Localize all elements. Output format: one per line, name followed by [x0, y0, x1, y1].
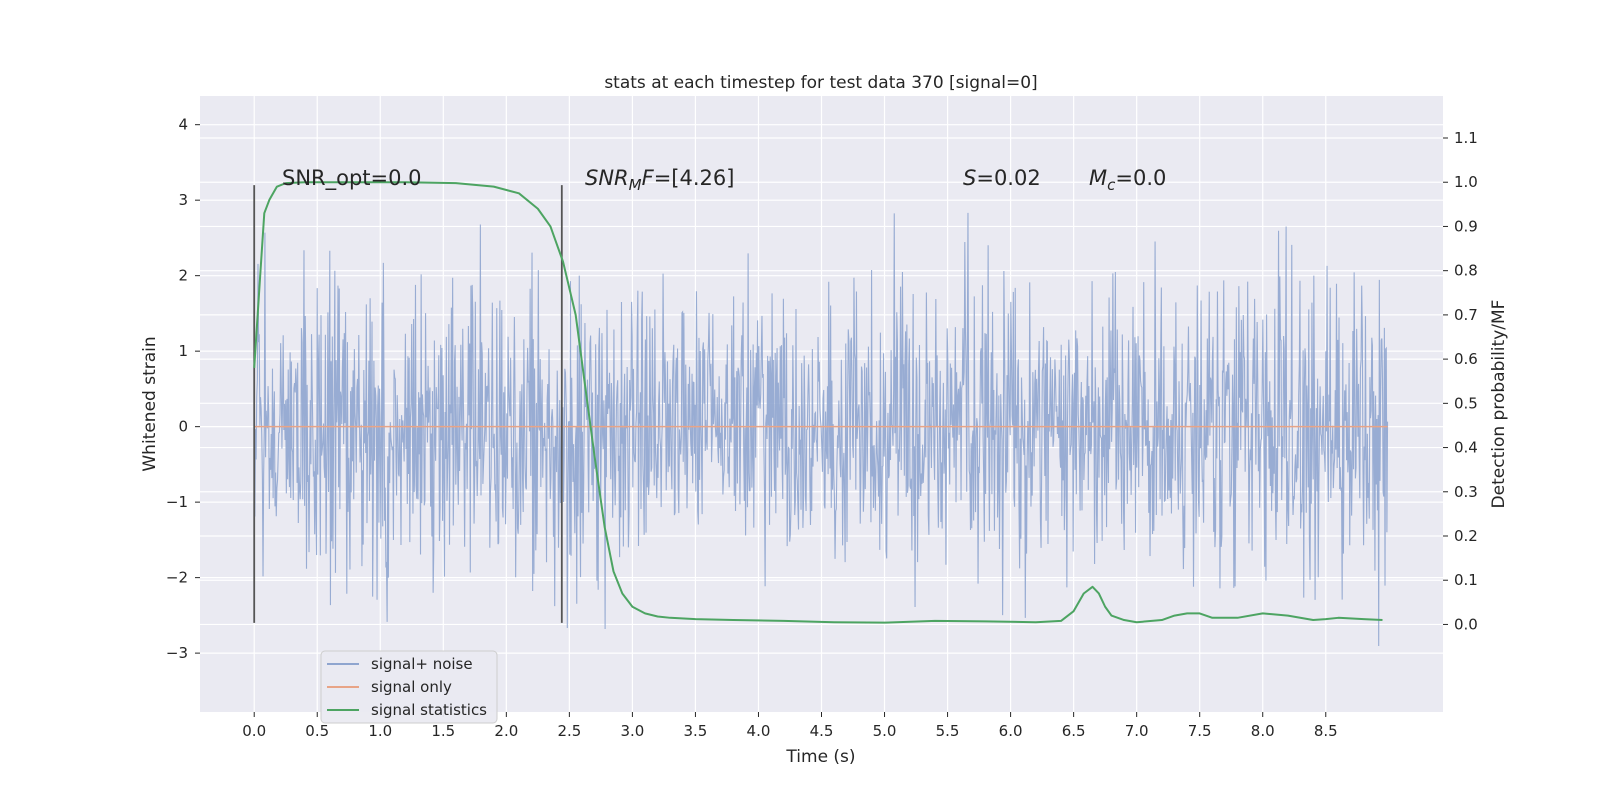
x-tick-label: 4.5: [810, 722, 834, 740]
y2-tick-label: 0.5: [1454, 394, 1478, 412]
annotation-snr-opt: SNR_opt=0.0: [282, 166, 422, 191]
annotation-snr-mf: SNRMF=[4.26]: [585, 166, 734, 194]
annotation-snr-mf-f: F: [642, 166, 655, 190]
x-tick-label: 6.5: [1062, 722, 1086, 740]
y2-tick-label: 0.1: [1454, 571, 1478, 589]
y2-tick-label: 0.9: [1454, 217, 1478, 235]
series-signal-noise: [253, 212, 1389, 646]
signal-statistics-line: [253, 181, 1383, 624]
annotation-snr-mf-main: SNR: [585, 166, 629, 190]
x-tick-label: 8.5: [1314, 722, 1338, 740]
annotation-mc: Mc=0.0: [1089, 166, 1166, 194]
x-tick-label: 4.0: [747, 722, 771, 740]
legend: signal+ noise signal only signal statist…: [320, 650, 498, 724]
annotation-snr-mf-sub: M: [629, 176, 642, 194]
y-tick-label: 1: [178, 342, 188, 360]
y2-tick-label: 0.4: [1454, 439, 1478, 457]
legend-label-signal-noise: signal+ noise: [371, 655, 473, 673]
y-tick-label: −2: [166, 569, 188, 587]
x-tick-label: 2.0: [494, 722, 518, 740]
legend-box: [320, 650, 498, 724]
x-tick-label: 5.5: [936, 722, 960, 740]
y2-tick-labels: 1.1 1.0 0.9 0.8 0.7 0.6 0.5 0.4 0.3 0.2 0.1 0.0: [1443, 129, 1478, 633]
y2-tick-label: 1.0: [1454, 173, 1478, 191]
x-tick-label: 5.0: [873, 722, 897, 740]
y-tick-label: −3: [166, 644, 188, 662]
y-tick-label: 3: [178, 191, 188, 209]
chart-title: stats at each timestep for test data 370…: [604, 73, 1037, 93]
y-tick-labels: 4 3 2 1 0 −1 −2 −3: [166, 116, 200, 662]
annotation-mc-label: M: [1089, 166, 1107, 190]
x-tick-label: 7.0: [1125, 722, 1149, 740]
y-tick-label: 0: [178, 418, 188, 436]
annotation-snr-mf-value: =[4.26]: [654, 166, 735, 190]
legend-label-signal-only: signal only: [371, 678, 452, 696]
y2-tick-label: 0.8: [1454, 262, 1478, 280]
y2-tick-label: 0.3: [1454, 483, 1478, 501]
x-axis-label: Time (s): [785, 747, 855, 767]
x-tick-label: 0.5: [305, 722, 329, 740]
x-tick-label: 2.5: [557, 722, 581, 740]
annotation-s: S=0.02: [963, 166, 1041, 190]
y2-tick-label: 0.0: [1454, 615, 1478, 633]
series-signal-statistics: [253, 181, 1383, 624]
signal-noise-line: [253, 212, 1389, 646]
legend-label-signal-statistics: signal statistics: [371, 701, 487, 719]
y-tick-label: 2: [178, 267, 188, 285]
x-tick-labels: 0.0 0.5 1.0 1.5 2.0 2.5 3.0 3.5 4.0 4.5 5.0 5.5 6.0 6…: [242, 712, 1338, 740]
x-tick-label: 6.0: [999, 722, 1023, 740]
x-tick-label: 0.0: [242, 722, 266, 740]
annotation-mc-sub: c: [1107, 176, 1116, 194]
x-tick-label: 8.0: [1251, 722, 1275, 740]
annotation-s-value: =0.02: [976, 166, 1040, 190]
y2-tick-label: 0.7: [1454, 306, 1478, 324]
x-tick-label: 3.0: [620, 722, 644, 740]
x-tick-label: 7.5: [1188, 722, 1212, 740]
x-tick-label: 1.0: [368, 722, 392, 740]
x-tick-label: 3.5: [684, 722, 708, 740]
y2-tick-label: 0.6: [1454, 350, 1478, 368]
y-tick-label: −1: [166, 493, 188, 511]
annotation-s-label: S: [963, 166, 976, 190]
annotation-mc-value: =0.0: [1115, 166, 1166, 190]
y2-tick-label: 0.2: [1454, 527, 1478, 545]
y2-axis-label: Detection probability/MF: [1489, 300, 1509, 509]
x-tick-label: 1.5: [431, 722, 455, 740]
y-axis-label: Whitened strain: [140, 336, 160, 471]
y2-tick-label: 1.1: [1454, 129, 1478, 147]
y-tick-label: 4: [178, 116, 188, 134]
